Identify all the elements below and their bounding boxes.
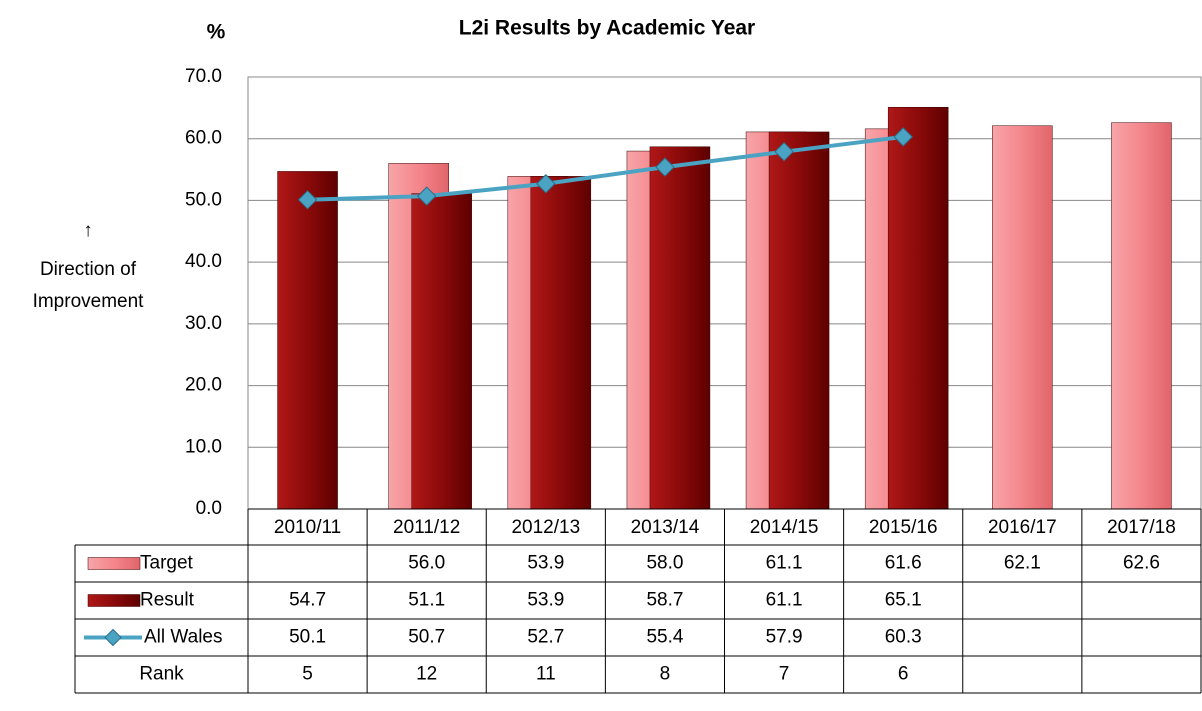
rank-cell: 7 (779, 664, 790, 685)
legend-label: All Wales (144, 627, 222, 648)
legend-label: Result (140, 590, 195, 611)
x-tick-label: 2010/11 (274, 517, 341, 538)
marker (416, 186, 437, 206)
rank-cell: 6 (898, 664, 909, 685)
data-label: 51.1 (408, 590, 445, 611)
x-tick-label: 2013/14 (631, 517, 700, 538)
marker (655, 157, 675, 177)
rank-cell: 12 (416, 664, 437, 685)
data-label: 62.1 (1004, 553, 1041, 574)
data-label: 61.1 (766, 590, 803, 611)
x-tick-label: 2012/13 (511, 517, 580, 538)
data-label: 58.7 (646, 590, 683, 611)
x-tick-label: 2011/12 (393, 517, 460, 538)
y-tick-label: 40.0 (185, 251, 222, 272)
legend-swatch (87, 557, 141, 570)
marker (536, 174, 556, 194)
data-label: 61.6 (885, 553, 922, 574)
bar (530, 176, 592, 510)
data-label: 60.3 (885, 627, 922, 648)
rank-cell: 5 (302, 664, 313, 685)
bar (992, 125, 1053, 510)
data-label: 53.9 (527, 553, 564, 574)
data-label: 50.7 (408, 627, 445, 648)
row-label: Rank (139, 664, 184, 685)
data-label: 50.1 (289, 627, 326, 648)
data-label: 58.0 (646, 553, 683, 574)
x-tick-label: 2016/17 (988, 517, 1057, 538)
bar (411, 193, 472, 510)
bar (649, 146, 711, 510)
legend-label: Target (140, 553, 194, 574)
data-label: 54.7 (289, 590, 326, 611)
y-tick-label: 70.0 (185, 66, 222, 87)
rank-cell: 11 (536, 664, 556, 685)
data-label: 57.9 (766, 627, 803, 648)
y-tick-label: 0.0 (196, 498, 222, 519)
marker (774, 141, 794, 162)
rank-cell: 8 (660, 664, 671, 685)
annotation: Direction of (40, 259, 137, 280)
legend-swatch (87, 594, 141, 607)
bar (887, 106, 949, 510)
y-axis-label: % (207, 21, 226, 44)
y-tick-label: 20.0 (185, 375, 222, 396)
chart-title: L2i Results by Academic Year (459, 17, 755, 40)
y-tick-label: 50.0 (185, 189, 222, 210)
data-label: 52.7 (527, 627, 564, 648)
bar (768, 131, 830, 510)
x-tick-label: 2014/15 (750, 517, 819, 538)
data-label: 61.1 (766, 553, 803, 574)
line-series (307, 134, 904, 202)
data-label: 55.4 (646, 627, 683, 648)
y-tick-label: 30.0 (185, 313, 222, 334)
marker (893, 127, 913, 147)
data-label: 56.0 (408, 553, 445, 574)
annotation: Improvement (33, 291, 145, 312)
bar (277, 171, 338, 510)
legend-swatch (104, 628, 122, 647)
x-tick-label: 2017/18 (1107, 517, 1176, 538)
y-tick-label: 60.0 (185, 128, 222, 149)
x-tick-label: 2015/16 (869, 517, 938, 538)
annotation: ↑ (83, 220, 93, 241)
data-label: 65.1 (885, 590, 922, 611)
marker (297, 190, 318, 210)
y-tick-label: 10.0 (185, 436, 222, 457)
data-label: 53.9 (527, 590, 564, 611)
data-label: 62.6 (1123, 553, 1160, 574)
bar (1111, 122, 1172, 510)
